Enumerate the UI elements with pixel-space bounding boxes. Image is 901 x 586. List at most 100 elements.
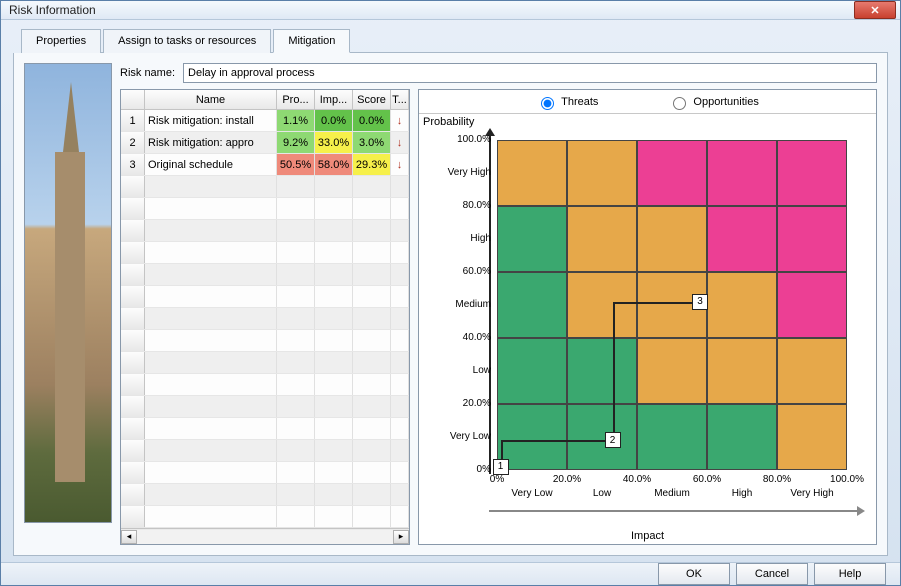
- matrix-cell: [777, 404, 847, 470]
- row-score[interactable]: 0.0%: [353, 110, 391, 131]
- matrix-cell: [637, 206, 707, 272]
- tab-strip: Properties Assign to tasks or resources …: [21, 28, 888, 53]
- table-row-empty[interactable]: [121, 176, 409, 198]
- row-imp[interactable]: 33.0%: [315, 132, 353, 153]
- matrix-cell: [637, 404, 707, 470]
- table-row-empty[interactable]: [121, 264, 409, 286]
- scroll-left-icon[interactable]: ◂: [121, 530, 137, 544]
- matrix-cell: [707, 140, 777, 206]
- close-button[interactable]: ✕: [854, 1, 896, 19]
- table-row-empty[interactable]: [121, 286, 409, 308]
- table-row-empty[interactable]: [121, 374, 409, 396]
- table-row-empty[interactable]: [121, 220, 409, 242]
- y-category-label: Low: [431, 365, 491, 376]
- matrix-cell: [777, 140, 847, 206]
- tab-properties[interactable]: Properties: [21, 29, 101, 53]
- help-button[interactable]: Help: [814, 563, 886, 585]
- table-row[interactable]: 1Risk mitigation: install1.1%0.0%0.0%↓: [121, 110, 409, 132]
- y-category-label: Medium: [431, 299, 491, 310]
- x-tick: 40.0%: [623, 474, 651, 485]
- row-score[interactable]: 3.0%: [353, 132, 391, 153]
- radio-threats-input[interactable]: [541, 97, 554, 110]
- row-number: 3: [121, 154, 145, 175]
- scroll-right-icon[interactable]: ▸: [393, 530, 409, 544]
- row-trend-icon: ↓: [391, 110, 409, 131]
- x-tick: 100.0%: [830, 474, 864, 485]
- matrix-cell: [777, 338, 847, 404]
- chart-area: Probability Impact 100.0% 80.0% 60.0% 40.0%…: [419, 114, 876, 544]
- radio-opportunities-label: Opportunities: [693, 96, 758, 108]
- matrix-cell: [637, 338, 707, 404]
- header-pro[interactable]: Pro...: [277, 90, 315, 109]
- row-number: 2: [121, 132, 145, 153]
- scroll-track[interactable]: [137, 530, 393, 544]
- header-t[interactable]: T...: [391, 90, 409, 109]
- table-row-empty[interactable]: [121, 396, 409, 418]
- row-score[interactable]: 29.3%: [353, 154, 391, 175]
- x-axis-arrow: [489, 510, 859, 512]
- risk-marker[interactable]: 1: [493, 459, 509, 475]
- row-name[interactable]: Original schedule: [145, 154, 277, 175]
- table-row-empty[interactable]: [121, 308, 409, 330]
- table-row-empty[interactable]: [121, 418, 409, 440]
- matrix-cell: [707, 404, 777, 470]
- y-category-label: Very Low: [431, 431, 491, 442]
- risk-information-window: Risk Information ✕ Properties Assign to …: [0, 0, 901, 586]
- row-trend-icon: ↓: [391, 154, 409, 175]
- content-area: Properties Assign to tasks or resources …: [1, 20, 900, 562]
- x-axis-label: Impact: [631, 530, 664, 542]
- marker-connector: [501, 440, 613, 442]
- tab-mitigation[interactable]: Mitigation: [273, 29, 350, 53]
- matrix-cell: [567, 404, 637, 470]
- radio-threats-label: Threats: [561, 96, 598, 108]
- row-pro[interactable]: 50.5%: [277, 154, 315, 175]
- grid-horizontal-scrollbar[interactable]: ◂ ▸: [121, 528, 409, 544]
- y-tick: 20.0%: [431, 398, 491, 409]
- matrix-cell: [567, 338, 637, 404]
- table-row-empty[interactable]: [121, 440, 409, 462]
- table-row-empty[interactable]: [121, 484, 409, 506]
- matrix-cell: [497, 140, 567, 206]
- matrix-cell: [567, 272, 637, 338]
- row-name[interactable]: Risk mitigation: appro: [145, 132, 277, 153]
- cancel-button[interactable]: Cancel: [736, 563, 808, 585]
- tab-assign[interactable]: Assign to tasks or resources: [103, 29, 271, 53]
- radio-opportunities-input[interactable]: [673, 97, 686, 110]
- mitigation-grid[interactable]: Name Pro... Imp... Score T... 1Risk miti…: [120, 89, 410, 545]
- radio-threats[interactable]: Threats: [536, 94, 598, 110]
- grid-body: 1Risk mitigation: install1.1%0.0%0.0%↓2R…: [121, 110, 409, 528]
- y-tick: 60.0%: [431, 266, 491, 277]
- header-score[interactable]: Score: [353, 90, 391, 109]
- table-row[interactable]: 3Original schedule50.5%58.0%29.3%↓: [121, 154, 409, 176]
- x-tick: 0%: [490, 474, 504, 485]
- titlebar: Risk Information ✕: [1, 1, 900, 20]
- table-row-empty[interactable]: [121, 242, 409, 264]
- matrix-cell: [567, 206, 637, 272]
- row-number: 1: [121, 110, 145, 131]
- row-name[interactable]: Risk mitigation: install: [145, 110, 277, 131]
- risk-marker[interactable]: 2: [605, 432, 621, 448]
- table-row-empty[interactable]: [121, 330, 409, 352]
- row-pro[interactable]: 9.2%: [277, 132, 315, 153]
- sidebar-image: [24, 63, 112, 523]
- radio-opportunities[interactable]: Opportunities: [668, 94, 758, 110]
- risk-marker[interactable]: 3: [692, 294, 708, 310]
- row-pro[interactable]: 1.1%: [277, 110, 315, 131]
- table-row-empty[interactable]: [121, 352, 409, 374]
- header-name[interactable]: Name: [145, 90, 277, 109]
- row-imp[interactable]: 58.0%: [315, 154, 353, 175]
- table-row-empty[interactable]: [121, 462, 409, 484]
- table-row-empty[interactable]: [121, 198, 409, 220]
- header-imp[interactable]: Imp...: [315, 90, 353, 109]
- ok-button[interactable]: OK: [658, 563, 730, 585]
- y-axis-label: Probability: [423, 116, 474, 128]
- window-title: Risk Information: [9, 3, 854, 17]
- risk-name-input[interactable]: [183, 63, 877, 83]
- x-category-label: High: [732, 488, 753, 499]
- x-tick: 80.0%: [763, 474, 791, 485]
- table-row[interactable]: 2Risk mitigation: appro9.2%33.0%3.0%↓: [121, 132, 409, 154]
- table-row-empty[interactable]: [121, 506, 409, 528]
- right-area: Risk name: Name Pro... Imp... Score T...: [120, 63, 877, 545]
- row-imp[interactable]: 0.0%: [315, 110, 353, 131]
- matrix-cell: [707, 272, 777, 338]
